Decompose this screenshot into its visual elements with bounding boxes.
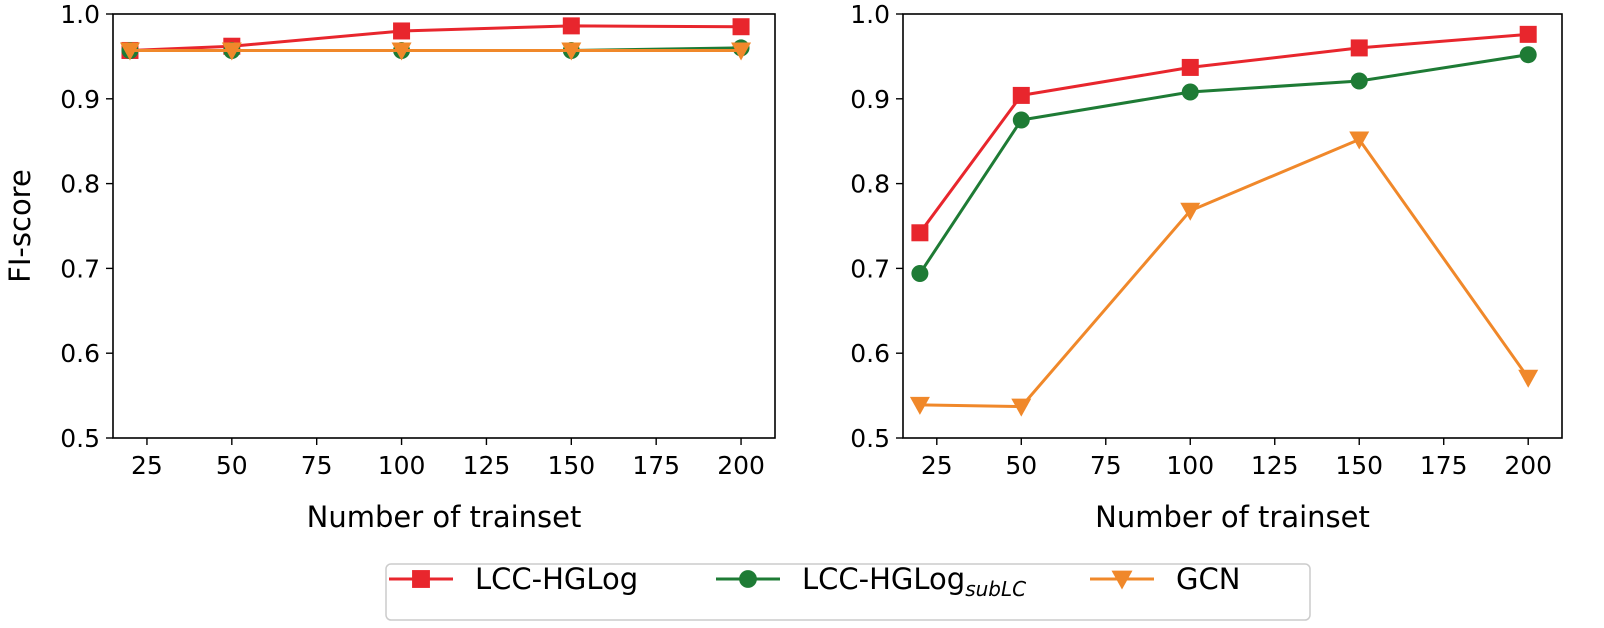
data-point	[1012, 111, 1030, 129]
y-tick-label: 0.5	[60, 424, 100, 453]
legend-entry-3: GCN	[1090, 562, 1240, 596]
x-axis-label: Number of trainset	[1095, 500, 1370, 534]
data-point	[1350, 39, 1368, 57]
data-point	[1181, 58, 1199, 76]
legend-marker	[739, 570, 757, 588]
x-tick-label: 100	[378, 451, 426, 480]
data-point	[1519, 46, 1537, 64]
data-point	[911, 224, 929, 242]
x-tick-label: 75	[301, 451, 333, 480]
x-tick-label: 125	[1251, 451, 1299, 480]
x-tick-label: 150	[1335, 451, 1383, 480]
x-tick-label: 175	[1420, 451, 1468, 480]
series-3	[909, 131, 1539, 417]
data-point	[1180, 202, 1201, 221]
data-point	[1012, 86, 1030, 104]
x-tick-label: 25	[131, 451, 163, 480]
series-1	[911, 25, 1537, 242]
y-tick-label: 0.9	[60, 85, 100, 114]
y-tick-label: 1.0	[850, 0, 890, 29]
x-tick-label: 50	[1005, 451, 1037, 480]
x-tick-label: 125	[463, 451, 511, 480]
data-point	[909, 396, 930, 415]
series-2	[911, 46, 1537, 282]
data-point	[562, 17, 580, 35]
legend-label: LCC-HGLog	[475, 562, 638, 596]
plot-frame	[902, 13, 1563, 439]
data-point	[1519, 25, 1537, 43]
data-point	[1349, 131, 1370, 150]
left-chart-panel: 25 50 75 100 125 150 175 200 0.5 0.6 0.7 0.8 0.9 1.0 N…	[3, 0, 776, 534]
x-tick-label: 200	[1504, 451, 1552, 480]
y-tick-label: 0.8	[850, 170, 890, 199]
series-line	[129, 24, 742, 52]
x-tick-label: 100	[1166, 451, 1214, 480]
legend-label: LCC-HGLogsubLC	[802, 562, 1026, 601]
legend-marker	[412, 570, 430, 588]
series-line	[918, 53, 1529, 275]
data-point	[1011, 398, 1032, 417]
legend: LCC-HGLog LCC-HGLogsubLC GCN	[385, 562, 1311, 621]
y-tick-label: 0.7	[850, 254, 890, 283]
data-point	[393, 22, 411, 40]
x-tick-label: 25	[921, 451, 953, 480]
legend-frame	[385, 563, 1311, 621]
y-axis-label: FI-score	[3, 169, 37, 283]
y-tick-label: 0.7	[60, 254, 100, 283]
y-tick-label: 0.8	[60, 170, 100, 199]
y-tick-label: 0.6	[850, 339, 890, 368]
data-point	[561, 42, 582, 61]
legend-entry-2: LCC-HGLogsubLC	[716, 562, 1026, 601]
x-tick-label: 50	[216, 451, 248, 480]
series-1	[121, 17, 750, 59]
legend-marker	[1111, 570, 1133, 590]
data-point	[911, 264, 929, 282]
y-tick-label: 0.6	[60, 339, 100, 368]
data-point	[221, 42, 242, 61]
data-point	[1350, 72, 1368, 90]
data-point	[1181, 83, 1199, 101]
x-tick-label: 75	[1090, 451, 1122, 480]
right-chart-panel: 25 50 75 100 125 150 175 200 0.5 0.6 0.7 0.8 0.9 1.0 N…	[850, 0, 1563, 534]
data-point	[732, 18, 750, 36]
y-tick-label: 0.5	[850, 424, 890, 453]
series-line	[919, 138, 1530, 409]
data-point	[119, 42, 140, 61]
legend-label: GCN	[1176, 562, 1240, 596]
x-tick-label: 175	[632, 451, 680, 480]
legend-entry-1: LCC-HGLog	[389, 562, 638, 596]
y-tick-label: 1.0	[60, 0, 100, 29]
x-axis-label: Number of trainset	[307, 500, 582, 534]
y-tick-label: 0.9	[850, 85, 890, 114]
series-3	[119, 42, 752, 61]
data-point	[731, 42, 752, 61]
x-tick-label: 150	[547, 451, 595, 480]
plot-frame	[112, 13, 776, 439]
x-tick-label: 200	[717, 451, 765, 480]
data-point	[391, 42, 412, 61]
data-point	[1518, 369, 1539, 388]
